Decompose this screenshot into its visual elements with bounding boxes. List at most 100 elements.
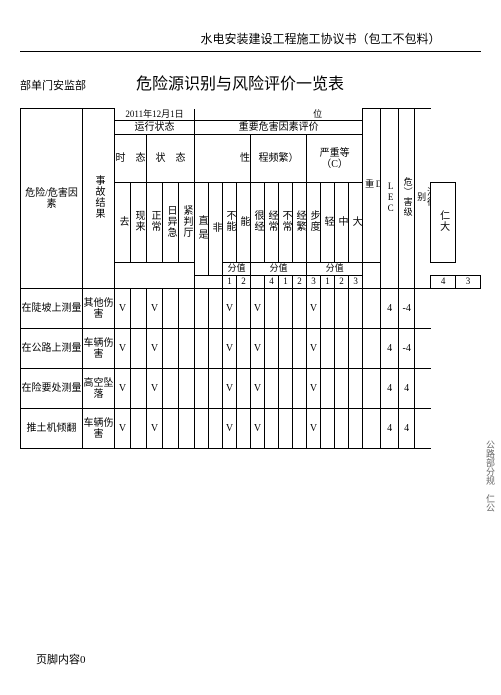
cell-mark <box>237 289 251 329</box>
cell-mark <box>209 329 223 369</box>
col-budu: 步度 <box>307 183 321 263</box>
col-normal: 正常 <box>147 183 163 263</box>
cell-mark: V <box>251 289 265 329</box>
risk-table-wrap: 危险/危害因素 事故结果 2011年12月1日 位 D重 LEC 危）害级 法律… <box>20 108 481 449</box>
header-divider <box>20 51 481 52</box>
cell-mark: 4 <box>381 369 399 409</box>
risk-table: 危险/危害因素 事故结果 2011年12月1日 位 D重 LEC 危）害级 法律… <box>20 108 481 449</box>
cell-mark: -4 <box>399 289 415 329</box>
cell-mark: V <box>115 409 131 449</box>
col-d: D重 <box>363 109 381 263</box>
n8: 1 <box>321 276 335 289</box>
hdr-freq: 程频繁） <box>251 135 307 183</box>
hdr-severity: 严重等（C） <box>307 135 363 183</box>
cell-mark <box>349 409 363 449</box>
col-emergency: 紧判厅 <box>179 183 195 263</box>
cell-mark <box>209 409 223 449</box>
cell-result: 其他伤害 <box>83 289 115 329</box>
cell-mark <box>131 289 147 329</box>
department-label: 部单门安监部 <box>20 77 86 93</box>
cell-mark <box>265 409 279 449</box>
cell-mark <box>179 329 195 369</box>
cell-mark: 4 <box>399 369 415 409</box>
cell-mark <box>293 329 307 369</box>
col-risk-factor: 危险/危害因素 <box>21 109 83 289</box>
cell-mark: V <box>251 369 265 409</box>
n10: 3 <box>349 276 363 289</box>
cell-mark <box>363 369 381 409</box>
cell-result: 高空坠落 <box>83 369 115 409</box>
col-law: 法律别 <box>415 109 431 289</box>
cell-mark <box>179 289 195 329</box>
cell-mark: V <box>223 409 237 449</box>
cell-mark: V <box>223 369 237 409</box>
cell-mark <box>349 289 363 329</box>
cell-mark: V <box>223 289 237 329</box>
col-neng: 能 <box>237 183 251 263</box>
cell-mark: V <box>307 369 321 409</box>
hdr-run-status: 运行状态 <box>115 121 195 135</box>
n7: 3 <box>307 276 321 289</box>
cell-mark <box>363 409 381 449</box>
cell-mark: V <box>115 369 131 409</box>
cell-mark <box>265 289 279 329</box>
cell-mark <box>265 369 279 409</box>
blank3 <box>195 276 223 289</box>
cell-mark <box>237 369 251 409</box>
cell-mark <box>279 409 293 449</box>
page-title: 危险源识别与风险评价一览表 <box>136 70 344 94</box>
cell-mark: V <box>251 409 265 449</box>
cell-mark <box>335 329 349 369</box>
cell-mark <box>131 329 147 369</box>
cell-mark <box>237 329 251 369</box>
cell-mark <box>163 329 179 369</box>
cell-mark: V <box>307 289 321 329</box>
col-jingchang: 经常 <box>265 183 279 263</box>
hdr-status-state: 状 态 <box>147 135 195 183</box>
cell-mark: V <box>147 369 163 409</box>
cell-mark <box>279 329 293 369</box>
cell-mark <box>335 369 349 409</box>
table-row: 推土机倾翻车辆伤害VVVVV44 <box>21 409 481 449</box>
cell-mark <box>209 369 223 409</box>
blank1 <box>115 263 195 289</box>
cell-mark: 4 <box>381 329 399 369</box>
n5: 1 <box>279 276 293 289</box>
cell-mark: V <box>251 329 265 369</box>
cell-mark <box>237 409 251 449</box>
cell-mark: V <box>147 409 163 449</box>
col-past: 去 <box>115 183 131 263</box>
col-now: 现来 <box>131 183 147 263</box>
score1: 分值 <box>223 263 251 276</box>
page-footer: 页脚内容0 <box>36 651 86 667</box>
n3b: 3 <box>456 276 481 289</box>
cell-mark: 4 <box>381 409 399 449</box>
cell-mark <box>163 409 179 449</box>
n3a <box>251 276 265 289</box>
cell-mark: V <box>307 409 321 449</box>
col-teda: 仁大 <box>431 183 456 263</box>
cell-mark <box>265 329 279 369</box>
side-label: 公路部分规 仁公 <box>484 440 497 512</box>
cell-mark <box>415 289 431 329</box>
cell-result: 车辆伤害 <box>83 409 115 449</box>
col-abnormal: 日异急 <box>163 183 179 263</box>
cell-mark: V <box>147 289 163 329</box>
table-row: 在公路上测量车辆伤害VVVVV4-4 <box>21 329 481 369</box>
col-buchang: 不常 <box>279 183 293 263</box>
cell-mark <box>195 369 209 409</box>
col-lec: LEC <box>381 109 399 289</box>
cell-mark <box>179 409 195 449</box>
cell-mark <box>415 409 431 449</box>
cell-mark <box>415 369 431 409</box>
hdr-prop: 性 <box>195 135 251 183</box>
cell-mark <box>363 289 381 329</box>
cell-mark: V <box>115 329 131 369</box>
cell-factor: 在陡坡上测量 <box>21 289 83 329</box>
cell-factor: 在险要处测量 <box>21 369 83 409</box>
cell-mark: 4 <box>399 409 415 449</box>
cell-mark <box>349 369 363 409</box>
cell-mark <box>163 369 179 409</box>
col-fei: 非 <box>209 183 223 276</box>
cell-mark <box>293 369 307 409</box>
